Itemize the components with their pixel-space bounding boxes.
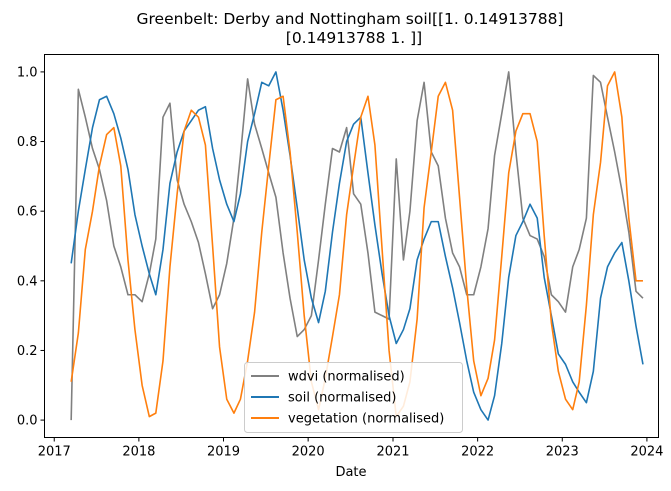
x-tick-label: 2019 [207, 445, 240, 460]
y-axis-ticks: 0.0 0.2 0.4 0.6 0.8 1.0 [17, 65, 45, 429]
series-line-soil [70, 71, 644, 421]
legend-label: wdvi (normalised) [288, 370, 405, 385]
y-tick-label: 1.0 [17, 65, 38, 80]
y-tick-label: 0.4 [17, 274, 38, 289]
x-tick-label: 2024 [630, 445, 663, 460]
legend-label: vegetation (normalised) [288, 412, 444, 427]
legend-label: soil (normalised) [288, 391, 396, 406]
chart-title-line2: [0.14913788 1. ]] [286, 29, 422, 47]
chart-title: Greenbelt: Derby and Nottingham soil[[1.… [137, 10, 564, 28]
x-tick-label: 2018 [122, 445, 155, 460]
x-axis-label: Date [335, 465, 366, 480]
legend: wdvi (normalised) soil (normalised) vegeta… [244, 362, 463, 433]
series-layer [70, 71, 644, 421]
legend-box [244, 362, 463, 433]
x-tick-label: 2017 [38, 445, 71, 460]
series-line-vegetation [70, 71, 643, 418]
y-tick-label: 0.8 [17, 135, 38, 150]
x-tick-label: 2021 [376, 445, 409, 460]
x-tick-label: 2023 [546, 445, 579, 460]
y-tick-label: 0.6 [17, 205, 38, 220]
x-axis-ticks: 2017 2018 2019 2020 2021 2022 2023 2024 [38, 437, 663, 460]
y-tick-label: 0.2 [17, 344, 38, 359]
plot-frame [44, 54, 659, 438]
x-tick-label: 2020 [292, 445, 325, 460]
y-tick-label: 0.0 [17, 414, 38, 429]
x-tick-label: 2022 [461, 445, 494, 460]
